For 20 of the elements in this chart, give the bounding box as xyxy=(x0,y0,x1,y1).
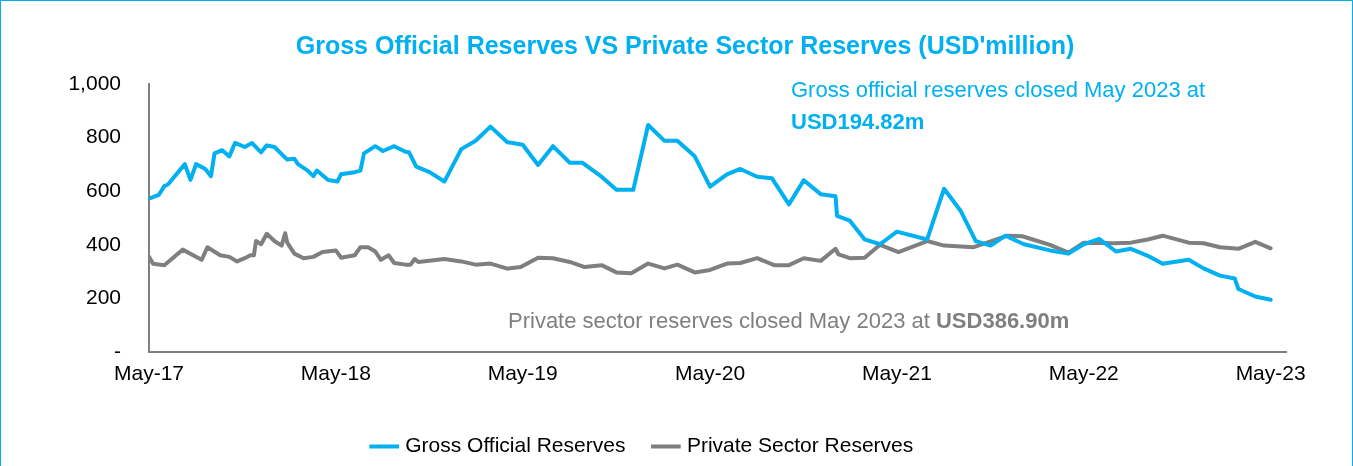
y-tick-label: - xyxy=(114,338,121,362)
annotation: Private sector reserves closed May 2023 at xyxy=(508,308,930,334)
x-tick-label: May-22 xyxy=(1048,361,1119,385)
annotation: USD194.82m xyxy=(791,109,925,135)
x-tick-label: May-17 xyxy=(113,361,185,385)
x-tick-label: May-21 xyxy=(861,361,932,385)
legend-label: Gross Official Reserves xyxy=(405,433,626,457)
x-tick-label: May-23 xyxy=(1235,361,1306,385)
y-tick-label: 600 xyxy=(85,178,121,201)
x-tick-label: May-19 xyxy=(487,361,558,385)
legend-label: Private Sector Reserves xyxy=(686,433,914,457)
x-tick-label: May-18 xyxy=(300,361,371,385)
y-tick-label: 200 xyxy=(85,285,121,309)
y-tick-label: 800 xyxy=(85,124,121,148)
y-tick-label: 1,000 xyxy=(68,70,121,94)
y-tick-label: 400 xyxy=(85,231,121,255)
chart-title: Gross Official Reserves VS Private Sector Reserves (USD'million) xyxy=(295,30,1075,59)
annotation: Gross official reserves closed May 2023 at xyxy=(791,77,1206,103)
x-tick-label: May-20 xyxy=(675,361,746,385)
annotation: USD386.90m xyxy=(935,308,1070,334)
